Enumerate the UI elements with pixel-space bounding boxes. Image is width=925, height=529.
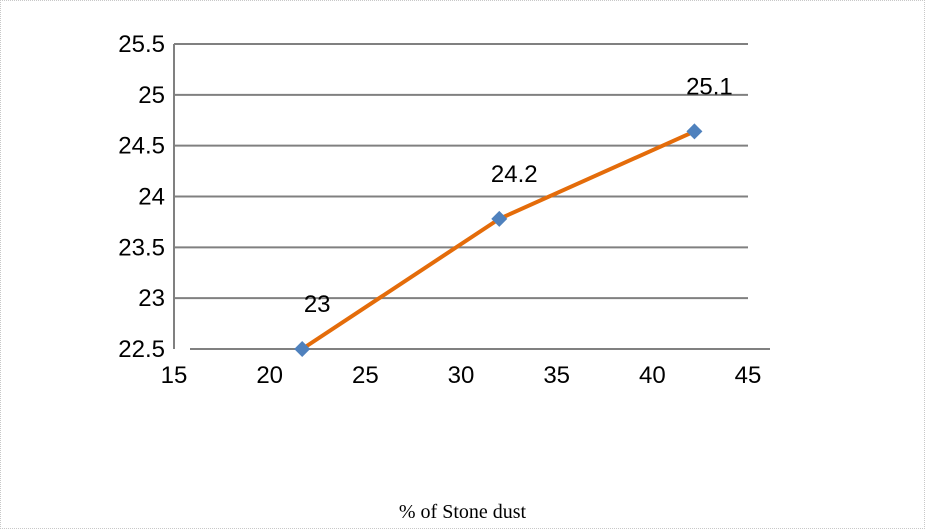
y-tick-label: 25.5 bbox=[118, 31, 165, 58]
x-tick-label: 30 bbox=[448, 362, 475, 389]
data-label: 25.1 bbox=[686, 73, 733, 100]
x-tick-label: 40 bbox=[639, 362, 666, 389]
data-label: 23 bbox=[304, 291, 331, 318]
y-tick-label: 23 bbox=[138, 285, 165, 312]
data-point-marker bbox=[686, 123, 703, 140]
x-tick-label: 25 bbox=[352, 362, 379, 389]
data-label: 24.2 bbox=[491, 161, 538, 188]
data-point-marker bbox=[491, 210, 508, 227]
x-tick-label: 45 bbox=[735, 362, 762, 389]
series bbox=[294, 123, 703, 357]
x-tick-labels: 15 20 25 30 35 40 45 bbox=[161, 362, 762, 389]
y-tick-labels: 22.5 23 23.5 24 24.5 25 25.5 bbox=[118, 31, 165, 363]
y-tick-label: 23.5 bbox=[118, 234, 165, 261]
data-labels: 23 24.2 25.1 bbox=[304, 73, 733, 318]
y-tick-label: 24.5 bbox=[118, 133, 165, 160]
x-tick-label: 35 bbox=[543, 362, 570, 389]
y-tick-label: 22.5 bbox=[118, 336, 165, 363]
y-tick-label: 24 bbox=[138, 184, 165, 211]
axes bbox=[173, 44, 770, 350]
x-tick-label: 15 bbox=[161, 362, 188, 389]
x-axis-title: % of Stone dust bbox=[398, 501, 527, 523]
x-tick-label: 20 bbox=[256, 362, 283, 389]
data-point-marker bbox=[294, 341, 311, 357]
gridlines bbox=[174, 43, 748, 300]
y-tick-label: 25 bbox=[138, 82, 165, 109]
